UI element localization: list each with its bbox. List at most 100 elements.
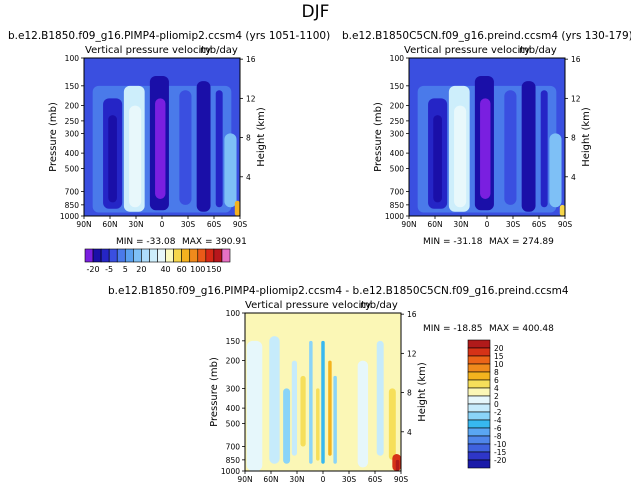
panel-2-pressure-tick-label: 100 <box>390 54 405 63</box>
diff-colorbar-box <box>467 339 491 349</box>
panel-title-1: Vertical pressure velocity <box>85 45 212 56</box>
diff-colorbar-label: -6 <box>494 424 502 433</box>
diff-colorbar-label: -8 <box>494 432 502 441</box>
panel-2-lat-tick-label: 60N <box>427 220 442 229</box>
panel-2-lat-tick-label: 90N <box>401 220 416 229</box>
panel-3-pressure-tick-label: 1000 <box>221 467 240 476</box>
panel-3-pressure-tick-label: 400 <box>226 404 241 413</box>
colorbar-box <box>141 248 150 263</box>
panel-2-height-tick-label: 8 <box>571 134 576 143</box>
panel-1-pressure-tick-label: 200 <box>65 102 80 111</box>
colorbar-box <box>181 248 191 263</box>
panel-1-pressure-tick-label: 500 <box>65 164 80 173</box>
colorbar-box <box>149 248 158 263</box>
panel-3-cell-7 <box>309 340 313 464</box>
diff-colorbar-box <box>467 403 491 413</box>
colorbar-box <box>213 248 223 263</box>
panel-2-pressure-tick-label: 500 <box>390 164 405 173</box>
panel-3-cell-16 <box>395 459 400 471</box>
colorbar-label: 5 <box>123 265 128 274</box>
diff-colorbar-box <box>467 435 491 445</box>
diff-colorbar-box <box>467 371 491 381</box>
panel-2-pressure-tick-label: 250 <box>390 117 405 126</box>
colorbar-box <box>116 248 126 263</box>
colorbar-label: 60 <box>177 265 187 274</box>
panel-3-cell-5 <box>291 360 297 456</box>
panel-3-lat-tick-label: 30N <box>289 475 304 484</box>
min-label-1: MIN = -33.08 <box>116 237 176 247</box>
diff-colorbar-box <box>467 443 491 453</box>
colorbar-label: 40 <box>160 265 170 274</box>
colorbar-box <box>173 248 182 263</box>
diff-colorbar-label: 20 <box>494 344 504 353</box>
max-label-2: MAX = 274.89 <box>489 237 554 247</box>
panel-1-cell-5 <box>129 105 142 208</box>
colorbar-box <box>133 248 142 263</box>
panel-2-pressure-tick-label: 1000 <box>385 212 404 221</box>
diff-colorbar-label: -15 <box>494 448 506 457</box>
colorbar-box <box>205 248 215 263</box>
panel-2-cell-3 <box>433 115 442 203</box>
panel-3-lat-tick-label: 60N <box>263 475 278 484</box>
panel-2-pressure-tick-label: 300 <box>390 129 405 138</box>
panel-3-pressure-tick-label: 500 <box>226 419 241 428</box>
panel-3-cell-6 <box>300 375 306 447</box>
panel-1-lat-tick-label: 60S <box>207 220 222 229</box>
panel-title-2: Vertical pressure velocity <box>404 45 531 56</box>
panel-1-pressure-tick-label: 850 <box>65 201 80 210</box>
panel-2-cell-10 <box>540 90 548 208</box>
panel-1-pressure-tick-label: 700 <box>65 188 80 197</box>
colorbar-label: 150 <box>206 265 221 274</box>
panel-3-cell-2 <box>246 340 263 471</box>
panel-2-pressure-tick-label: 200 <box>390 102 405 111</box>
panel-3-ylabel: Pressure (mb) <box>209 357 220 427</box>
panel-1-cell-9 <box>196 81 211 212</box>
min-label-2: MIN = -31.18 <box>423 237 483 247</box>
panel-3-cell-9 <box>321 340 325 464</box>
panel-2-cell-12 <box>559 204 565 216</box>
colorbar-box <box>221 248 231 263</box>
panel-1-pressure-tick-label: 100 <box>65 54 80 63</box>
panel-2-pressure-tick-label: 850 <box>390 201 405 210</box>
diff-colorbar-label: 6 <box>494 376 499 385</box>
panel-3-pressure-tick-label: 100 <box>226 309 241 318</box>
panel-2-cell-11 <box>549 133 562 208</box>
colorbar-label: -20 <box>87 265 100 274</box>
diff-colorbar-label: 4 <box>494 384 499 393</box>
diff-colorbar-box <box>467 411 491 421</box>
panel-1-height-tick-label: 12 <box>246 94 256 103</box>
max-label-1: MAX = 390.91 <box>182 237 247 247</box>
panel-3-cell-3 <box>269 336 280 464</box>
case-title-1: b.e12.B1850.f09_g16.PIMP4-pliomip2.ccsm4… <box>8 30 331 42</box>
colorbar-box <box>189 248 199 263</box>
panel-3-height-tick-label: 4 <box>407 428 412 437</box>
panel-3-pressure-tick-label: 850 <box>226 456 241 465</box>
panel-1-pressure-tick-label: 400 <box>65 149 80 158</box>
panel-3-ylabel-right: Height (km) <box>417 362 428 422</box>
panel-2-lat-tick-label: 60S <box>532 220 547 229</box>
panel-1-ylabel: Pressure (mb) <box>48 102 59 172</box>
panel-1-lat-tick-label: 0 <box>160 220 165 229</box>
colorbar-box <box>84 248 94 263</box>
panel-3-pressure-tick-label: 200 <box>226 357 241 366</box>
panel-1-lat-tick-label: 30N <box>128 220 143 229</box>
panel-3-lat-tick-label: 30S <box>342 475 357 484</box>
panel-3-lat-tick-label: 60S <box>368 475 383 484</box>
diff-colorbar-box <box>467 347 491 357</box>
diff-colorbar-box <box>467 363 491 373</box>
case-title-2: b.e12.B1850C5CN.f09_g16.preind.ccsm4 (yr… <box>342 30 631 42</box>
colorbar-box <box>157 248 166 263</box>
panel-3-cell-10 <box>328 360 332 456</box>
panel-2-cell-5 <box>454 105 467 208</box>
min-label-3: MIN = -18.85 <box>423 324 483 334</box>
panel-2-height-tick-label: 4 <box>571 173 576 182</box>
panel-2-lat-tick-label: 0 <box>485 220 490 229</box>
panel-3-pressure-tick-label: 150 <box>226 337 241 346</box>
diff-colorbar-label: 0 <box>494 400 499 409</box>
panel-3-lat-tick-label: 0 <box>321 475 326 484</box>
diff-colorbar-label: -10 <box>494 440 506 449</box>
panel-1-pressure-tick-label: 250 <box>65 117 80 126</box>
panel-3-lat-tick-label: 90N <box>237 475 252 484</box>
diff-colorbar-label: 10 <box>494 360 504 369</box>
